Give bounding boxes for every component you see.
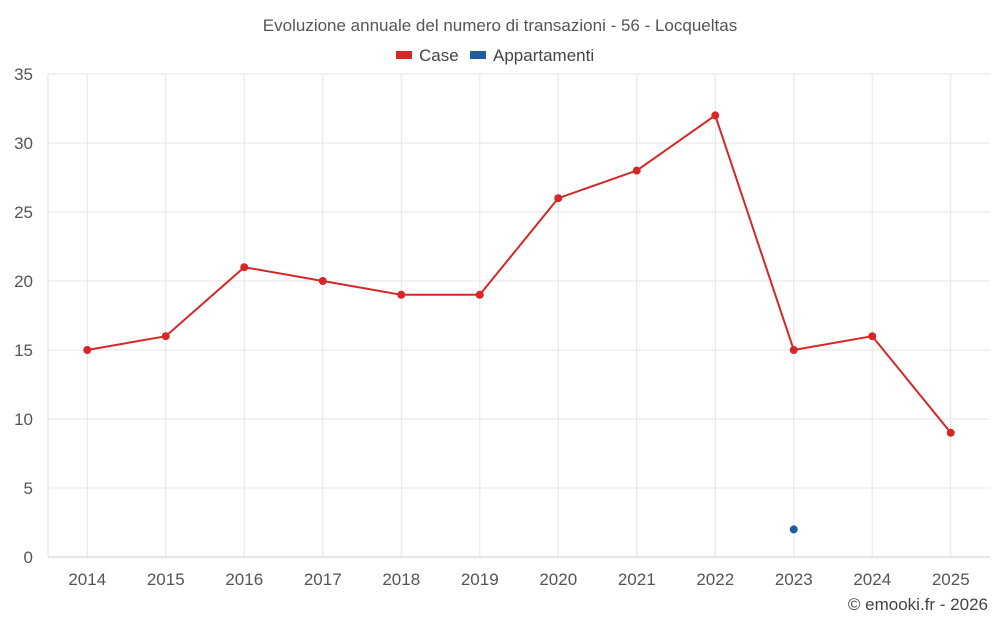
y-tick-label: 5 — [24, 479, 33, 498]
data-point-case-2016[interactable] — [240, 263, 249, 272]
legend-label-case[interactable]: Case — [419, 46, 459, 65]
x-tick-label: 2025 — [932, 570, 970, 589]
y-tick-label: 15 — [14, 341, 33, 360]
legend-label-appartamenti[interactable]: Appartamenti — [493, 46, 594, 65]
y-tick-label: 35 — [14, 65, 33, 84]
y-tick-label: 25 — [14, 203, 33, 222]
y-tick-label: 0 — [24, 548, 33, 567]
data-point-case-2022[interactable] — [711, 111, 720, 120]
y-tick-label: 20 — [14, 272, 33, 291]
data-point-appartamenti-2023[interactable] — [789, 525, 798, 534]
credit-text: © emooki.fr - 2026 — [848, 595, 988, 614]
data-point-case-2019[interactable] — [475, 290, 484, 299]
legend: Case Appartamenti — [396, 46, 594, 65]
data-point-case-2017[interactable] — [318, 277, 327, 285]
x-tick-label: 2019 — [461, 570, 499, 589]
legend-swatch-case[interactable] — [396, 51, 412, 59]
data-point-case-2018[interactable] — [397, 290, 406, 299]
chart-title: Evoluzione annuale del numero di transaz… — [263, 16, 737, 35]
x-tick-label: 2023 — [775, 570, 813, 589]
x-tick-label: 2024 — [853, 570, 891, 589]
grid-lines — [47, 73, 990, 558]
x-tick-label: 2017 — [304, 570, 342, 589]
data-point-case-2021[interactable] — [632, 166, 641, 175]
data-point-case-2024[interactable] — [868, 332, 877, 341]
y-tick-label: 30 — [14, 134, 33, 153]
x-axis-ticks: 2014 2015 2016 2017 2018 2019 2020 2021 2022 2023… — [68, 570, 969, 589]
x-tick-label: 2014 — [68, 570, 106, 589]
data-point-case-2014[interactable] — [83, 346, 92, 354]
y-tick-label: 10 — [14, 410, 33, 429]
legend-swatch-appartamenti[interactable] — [470, 51, 486, 59]
data-point-case-2025[interactable] — [946, 428, 955, 437]
data-point-case-2023[interactable] — [789, 346, 798, 354]
data-point-case-2015[interactable] — [161, 332, 170, 341]
x-tick-label: 2018 — [382, 570, 420, 589]
x-tick-label: 2016 — [225, 570, 263, 589]
x-tick-label: 2015 — [147, 570, 185, 589]
x-tick-label: 2021 — [618, 570, 656, 589]
y-axis-ticks: 0 5 10 15 20 25 30 35 — [14, 65, 33, 567]
x-tick-label: 2020 — [539, 570, 577, 589]
data-point-case-2020[interactable] — [554, 194, 563, 203]
series-layer — [83, 111, 955, 534]
series-line-case — [87, 113, 952, 434]
x-tick-label: 2022 — [696, 570, 734, 589]
